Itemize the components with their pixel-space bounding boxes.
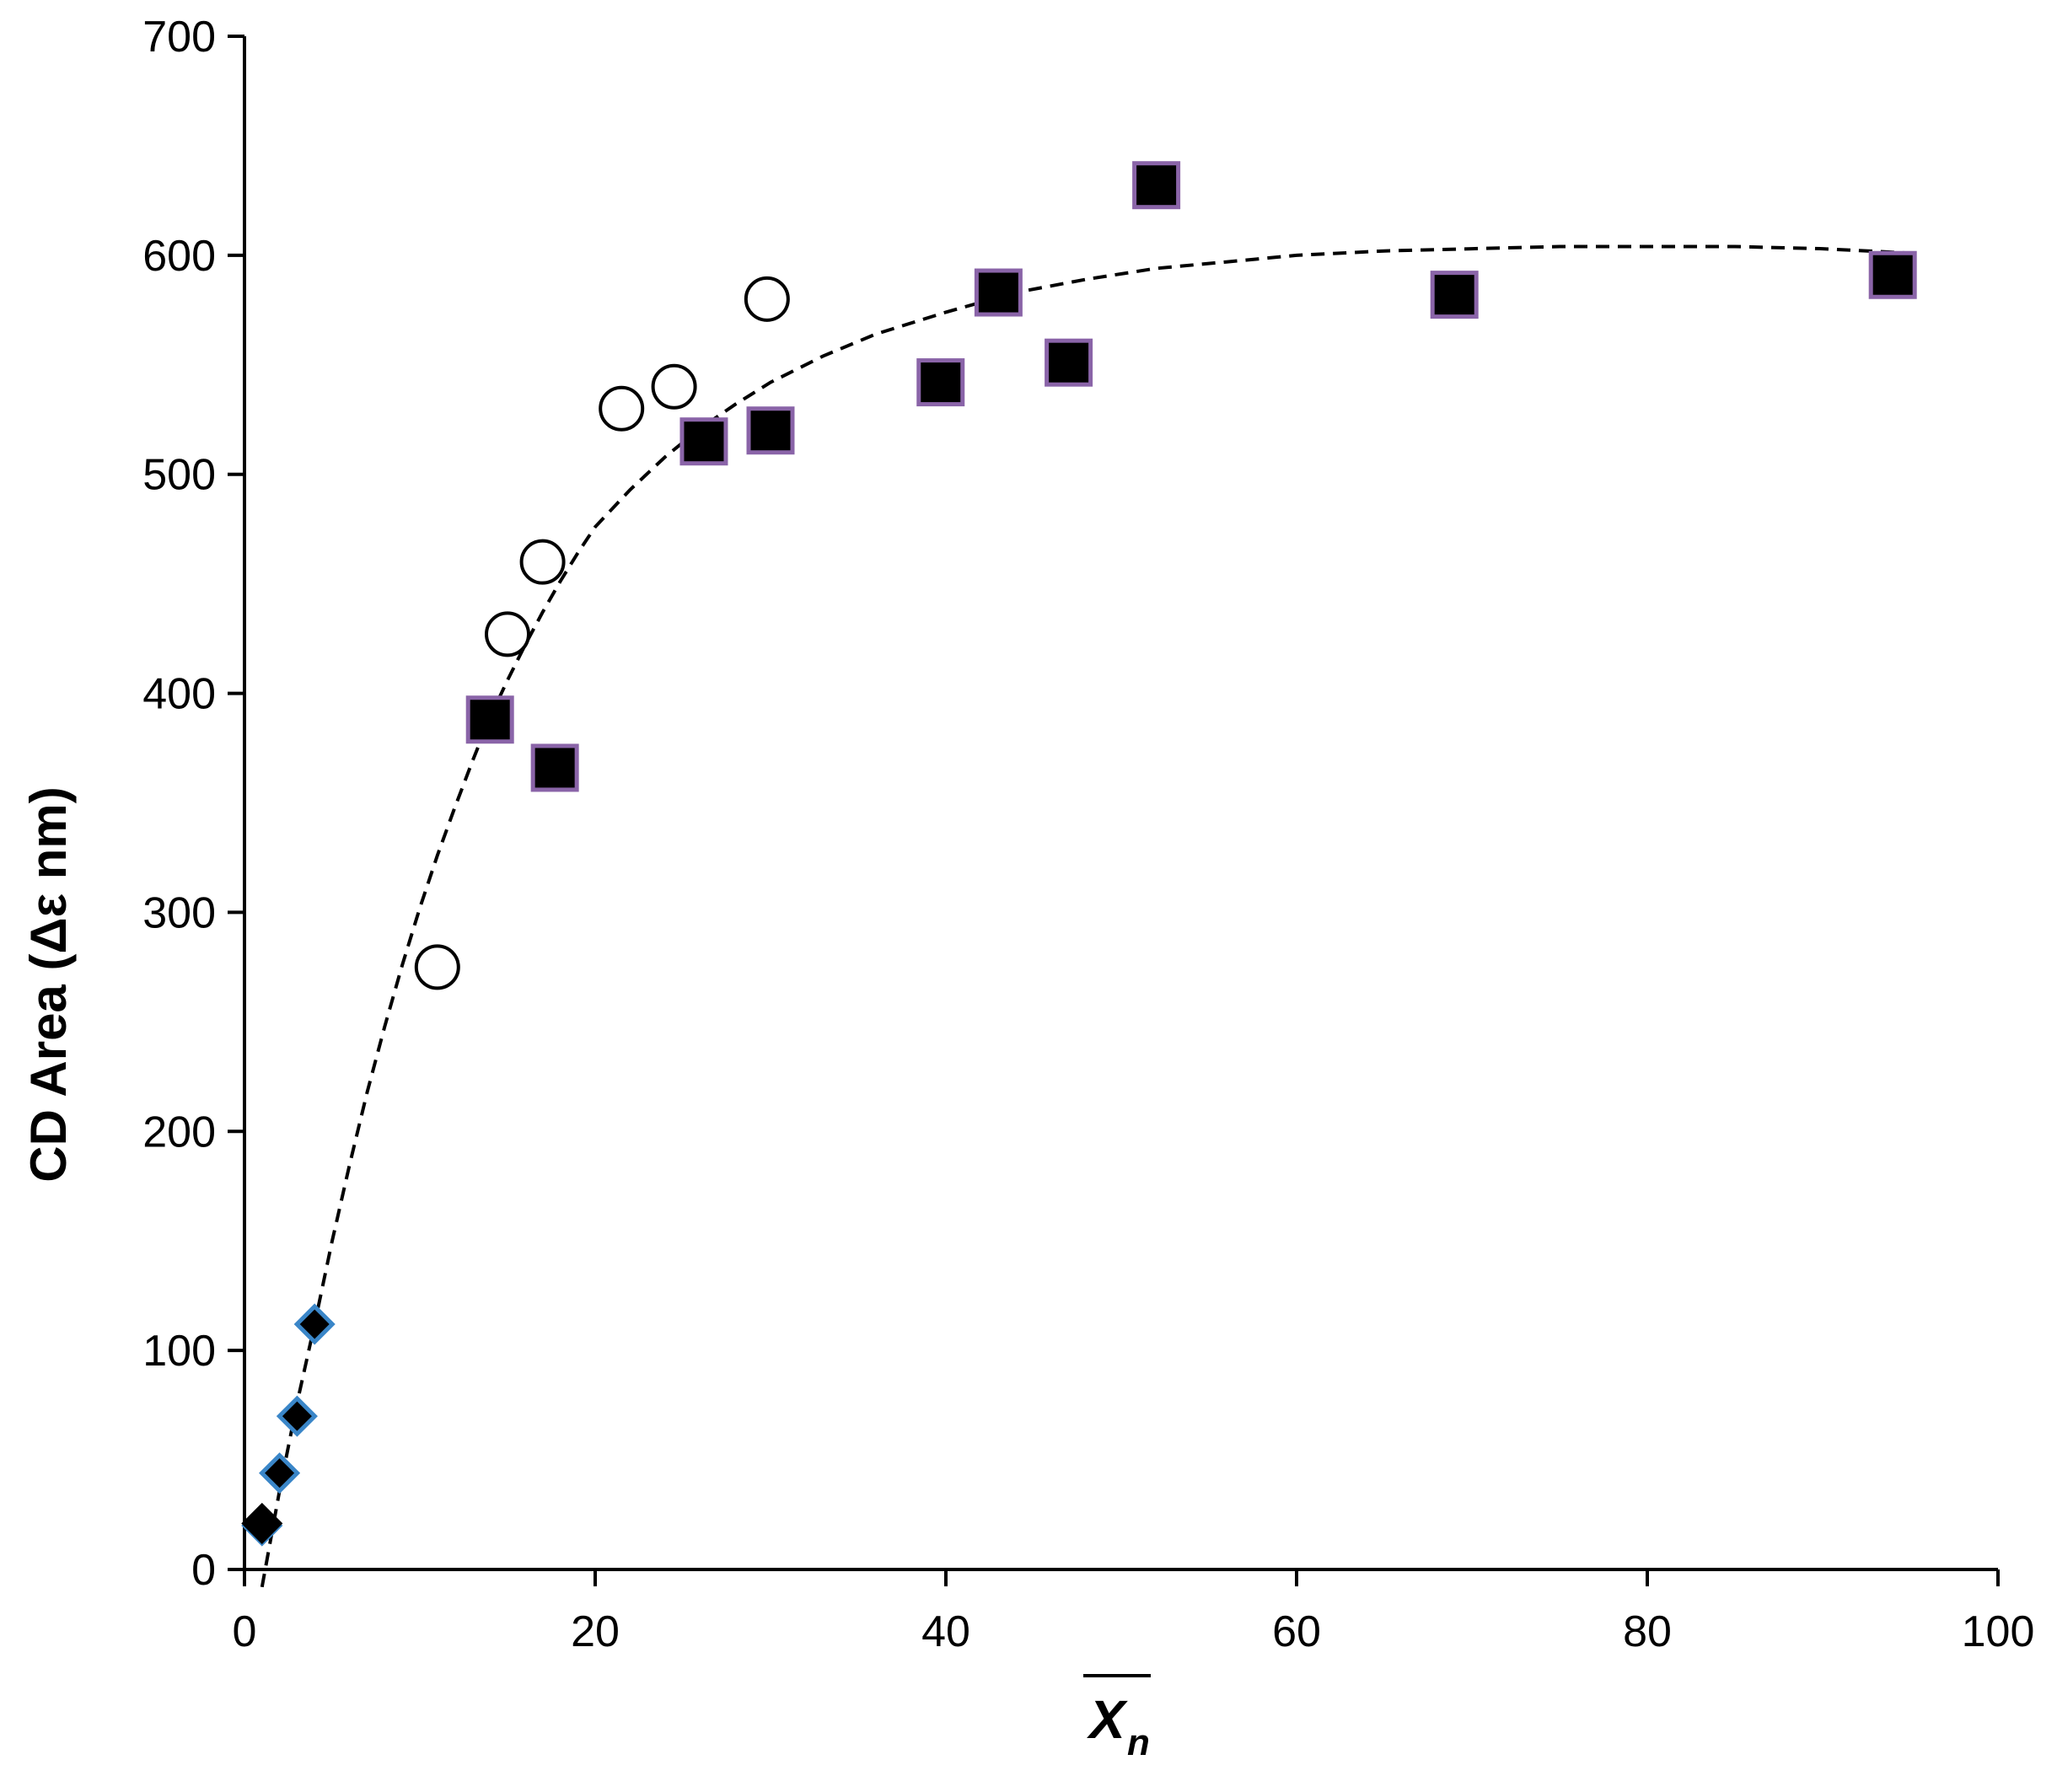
diamond-marker — [259, 1452, 301, 1494]
square-marker — [465, 695, 514, 744]
open-circle-marker — [599, 385, 645, 432]
square-marker — [746, 406, 795, 455]
y-tick-label: 300 — [142, 888, 216, 937]
open-circle-marker — [744, 276, 790, 322]
y-tick-label: 0 — [191, 1546, 216, 1595]
diamond-marker — [293, 1303, 336, 1345]
x-tick-label: 80 — [1623, 1607, 1672, 1656]
x-tick-label: 20 — [571, 1607, 620, 1656]
x-axis-title: X — [1087, 1689, 1128, 1750]
y-tick-label: 100 — [142, 1327, 216, 1376]
square-marker — [1045, 338, 1093, 387]
axes — [243, 36, 1998, 1571]
x-axis-ticks: 0 20 40 60 80 100 — [233, 1569, 2035, 1656]
y-tick-label: 600 — [142, 232, 216, 281]
square-marker — [1868, 250, 1917, 299]
x-axis-title-subscript: n — [1127, 1722, 1150, 1763]
square-marker — [1132, 161, 1181, 210]
diamond-marker — [241, 1502, 283, 1544]
data-points — [241, 161, 1917, 1547]
diamond-marker — [276, 1395, 318, 1437]
y-tick-label: 500 — [142, 451, 216, 500]
y-tick-label: 400 — [142, 670, 216, 719]
y-tick-label: 200 — [142, 1108, 216, 1156]
x-tick-label: 40 — [921, 1607, 970, 1656]
y-tick-label: 700 — [142, 13, 216, 62]
square-marker — [974, 268, 1023, 317]
square-marker — [679, 417, 728, 466]
square-marker — [530, 743, 579, 792]
square-marker — [1430, 271, 1479, 319]
open-circle-marker — [519, 539, 566, 585]
y-axis-title: CD Area (Δε nm) — [20, 786, 77, 1182]
y-axis-ticks: 0 100 200 300 400 500 600 700 — [142, 13, 244, 1595]
x-tick-label: 100 — [1962, 1607, 2035, 1656]
square-marker — [916, 358, 965, 407]
fit-curve — [260, 244, 1911, 1588]
open-circle-marker — [414, 944, 460, 990]
x-tick-label: 0 — [233, 1607, 257, 1656]
x-tick-label: 60 — [1272, 1607, 1321, 1656]
open-circle-marker — [485, 611, 530, 657]
open-circle-marker — [651, 363, 697, 410]
